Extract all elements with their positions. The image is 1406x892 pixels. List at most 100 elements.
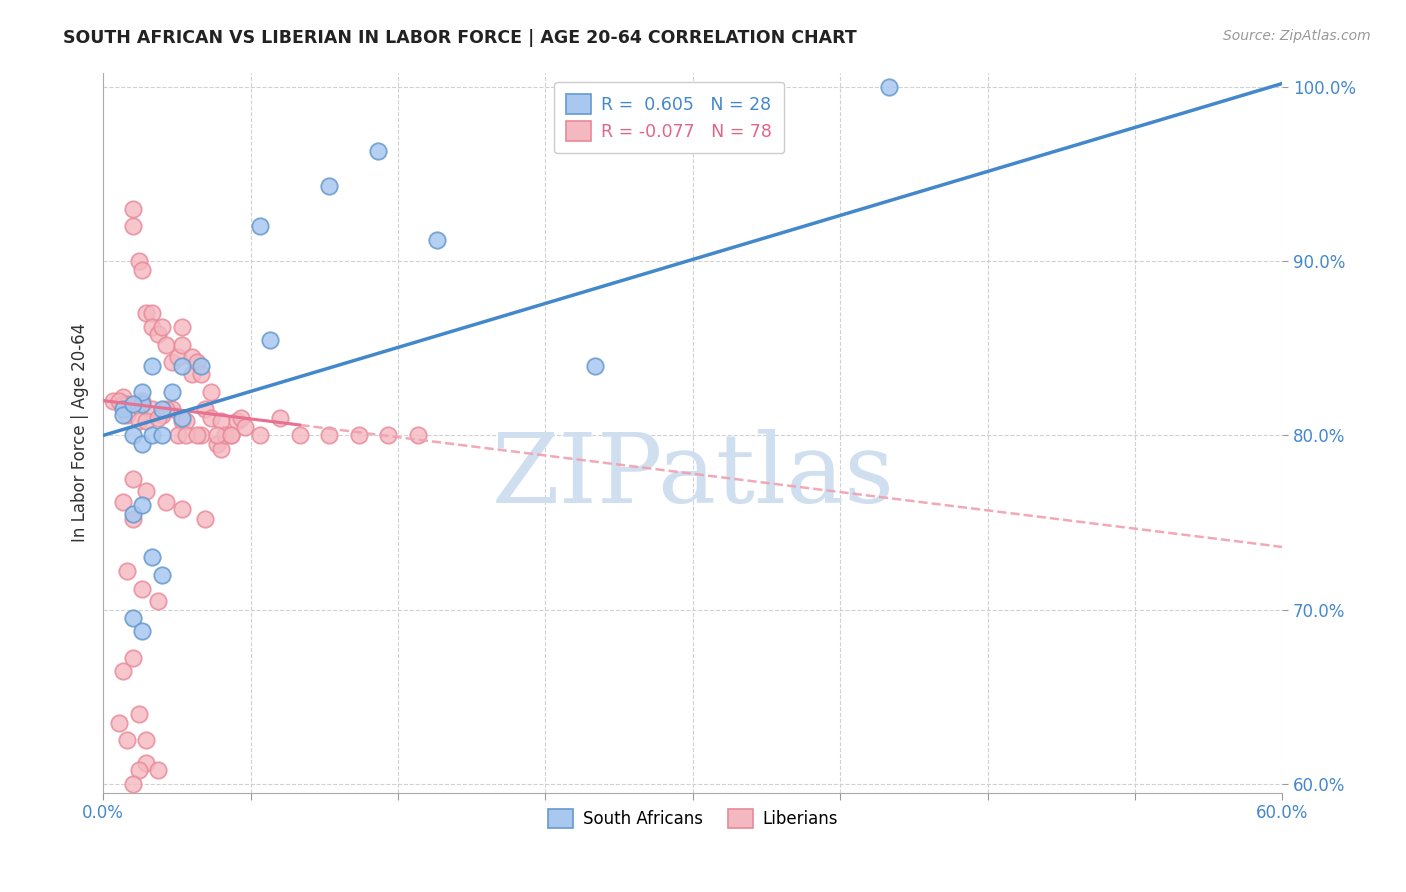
Point xyxy=(128,707,150,722)
Point xyxy=(131,263,153,277)
Y-axis label: In Labor Force | Age 20-64: In Labor Force | Age 20-64 xyxy=(72,323,89,542)
Point xyxy=(200,411,222,425)
Point xyxy=(160,384,183,399)
Point xyxy=(170,411,193,425)
Point xyxy=(170,501,193,516)
Point xyxy=(205,428,228,442)
Point xyxy=(259,333,281,347)
Point xyxy=(135,484,157,499)
Legend: South Africans, Liberians: South Africans, Liberians xyxy=(541,802,845,835)
Point xyxy=(194,402,217,417)
Point xyxy=(186,355,208,369)
Point xyxy=(249,219,271,234)
Point xyxy=(146,327,169,342)
Point xyxy=(131,437,153,451)
Point xyxy=(135,733,157,747)
Point xyxy=(121,777,143,791)
Point xyxy=(347,428,370,442)
Point xyxy=(214,428,236,442)
Point xyxy=(131,498,153,512)
Point xyxy=(121,428,143,442)
Point xyxy=(318,179,340,194)
Point xyxy=(141,550,163,565)
Point xyxy=(209,415,232,429)
Point xyxy=(229,411,252,425)
Point xyxy=(131,624,153,638)
Point xyxy=(135,415,157,429)
Point xyxy=(111,408,134,422)
Point xyxy=(115,408,138,422)
Point xyxy=(128,415,150,429)
Point xyxy=(111,494,134,508)
Point xyxy=(318,428,340,442)
Point xyxy=(141,306,163,320)
Point xyxy=(121,512,143,526)
Point xyxy=(160,355,183,369)
Point xyxy=(121,202,143,216)
Point xyxy=(121,611,143,625)
Point xyxy=(135,756,157,770)
Point xyxy=(166,428,188,442)
Point xyxy=(190,428,212,442)
Text: SOUTH AFRICAN VS LIBERIAN IN LABOR FORCE | AGE 20-64 CORRELATION CHART: SOUTH AFRICAN VS LIBERIAN IN LABOR FORCE… xyxy=(63,29,858,46)
Point xyxy=(170,359,193,373)
Point xyxy=(377,428,399,442)
Point xyxy=(879,79,901,94)
Point xyxy=(121,651,143,665)
Point xyxy=(150,567,173,582)
Point xyxy=(150,320,173,334)
Point xyxy=(121,472,143,486)
Point xyxy=(190,359,212,373)
Point xyxy=(406,428,429,442)
Point xyxy=(155,338,177,352)
Point xyxy=(190,368,212,382)
Point xyxy=(121,507,143,521)
Point xyxy=(128,254,150,268)
Point xyxy=(141,359,163,373)
Point xyxy=(101,393,124,408)
Point xyxy=(115,565,138,579)
Point xyxy=(155,494,177,508)
Point xyxy=(209,442,232,457)
Text: Source: ZipAtlas.com: Source: ZipAtlas.com xyxy=(1223,29,1371,43)
Point xyxy=(180,368,202,382)
Point xyxy=(160,402,183,417)
Text: ZIPatlas: ZIPatlas xyxy=(491,429,894,523)
Point xyxy=(115,397,138,411)
Point xyxy=(146,594,169,608)
Point xyxy=(111,390,134,404)
Point xyxy=(170,338,193,352)
Point xyxy=(128,763,150,777)
Point xyxy=(146,763,169,777)
Point xyxy=(111,664,134,678)
Point xyxy=(174,415,197,429)
Point xyxy=(111,397,134,411)
Point xyxy=(141,320,163,334)
Point xyxy=(269,411,291,425)
Point xyxy=(141,428,163,442)
Point xyxy=(111,402,134,417)
Point xyxy=(155,402,177,417)
Point xyxy=(219,428,242,442)
Point xyxy=(146,411,169,425)
Point xyxy=(186,428,208,442)
Point xyxy=(170,320,193,334)
Point xyxy=(115,733,138,747)
Point xyxy=(121,397,143,411)
Point xyxy=(108,715,131,730)
Point xyxy=(583,359,606,373)
Point xyxy=(131,393,153,408)
Point xyxy=(200,384,222,399)
Point xyxy=(166,350,188,364)
Point xyxy=(205,437,228,451)
Point xyxy=(141,402,163,417)
Point xyxy=(249,428,271,442)
Point xyxy=(108,393,131,408)
Point xyxy=(150,402,173,417)
Point xyxy=(426,233,449,247)
Point xyxy=(288,428,311,442)
Point xyxy=(225,415,247,429)
Point xyxy=(121,219,143,234)
Point xyxy=(367,145,389,159)
Point xyxy=(131,384,153,399)
